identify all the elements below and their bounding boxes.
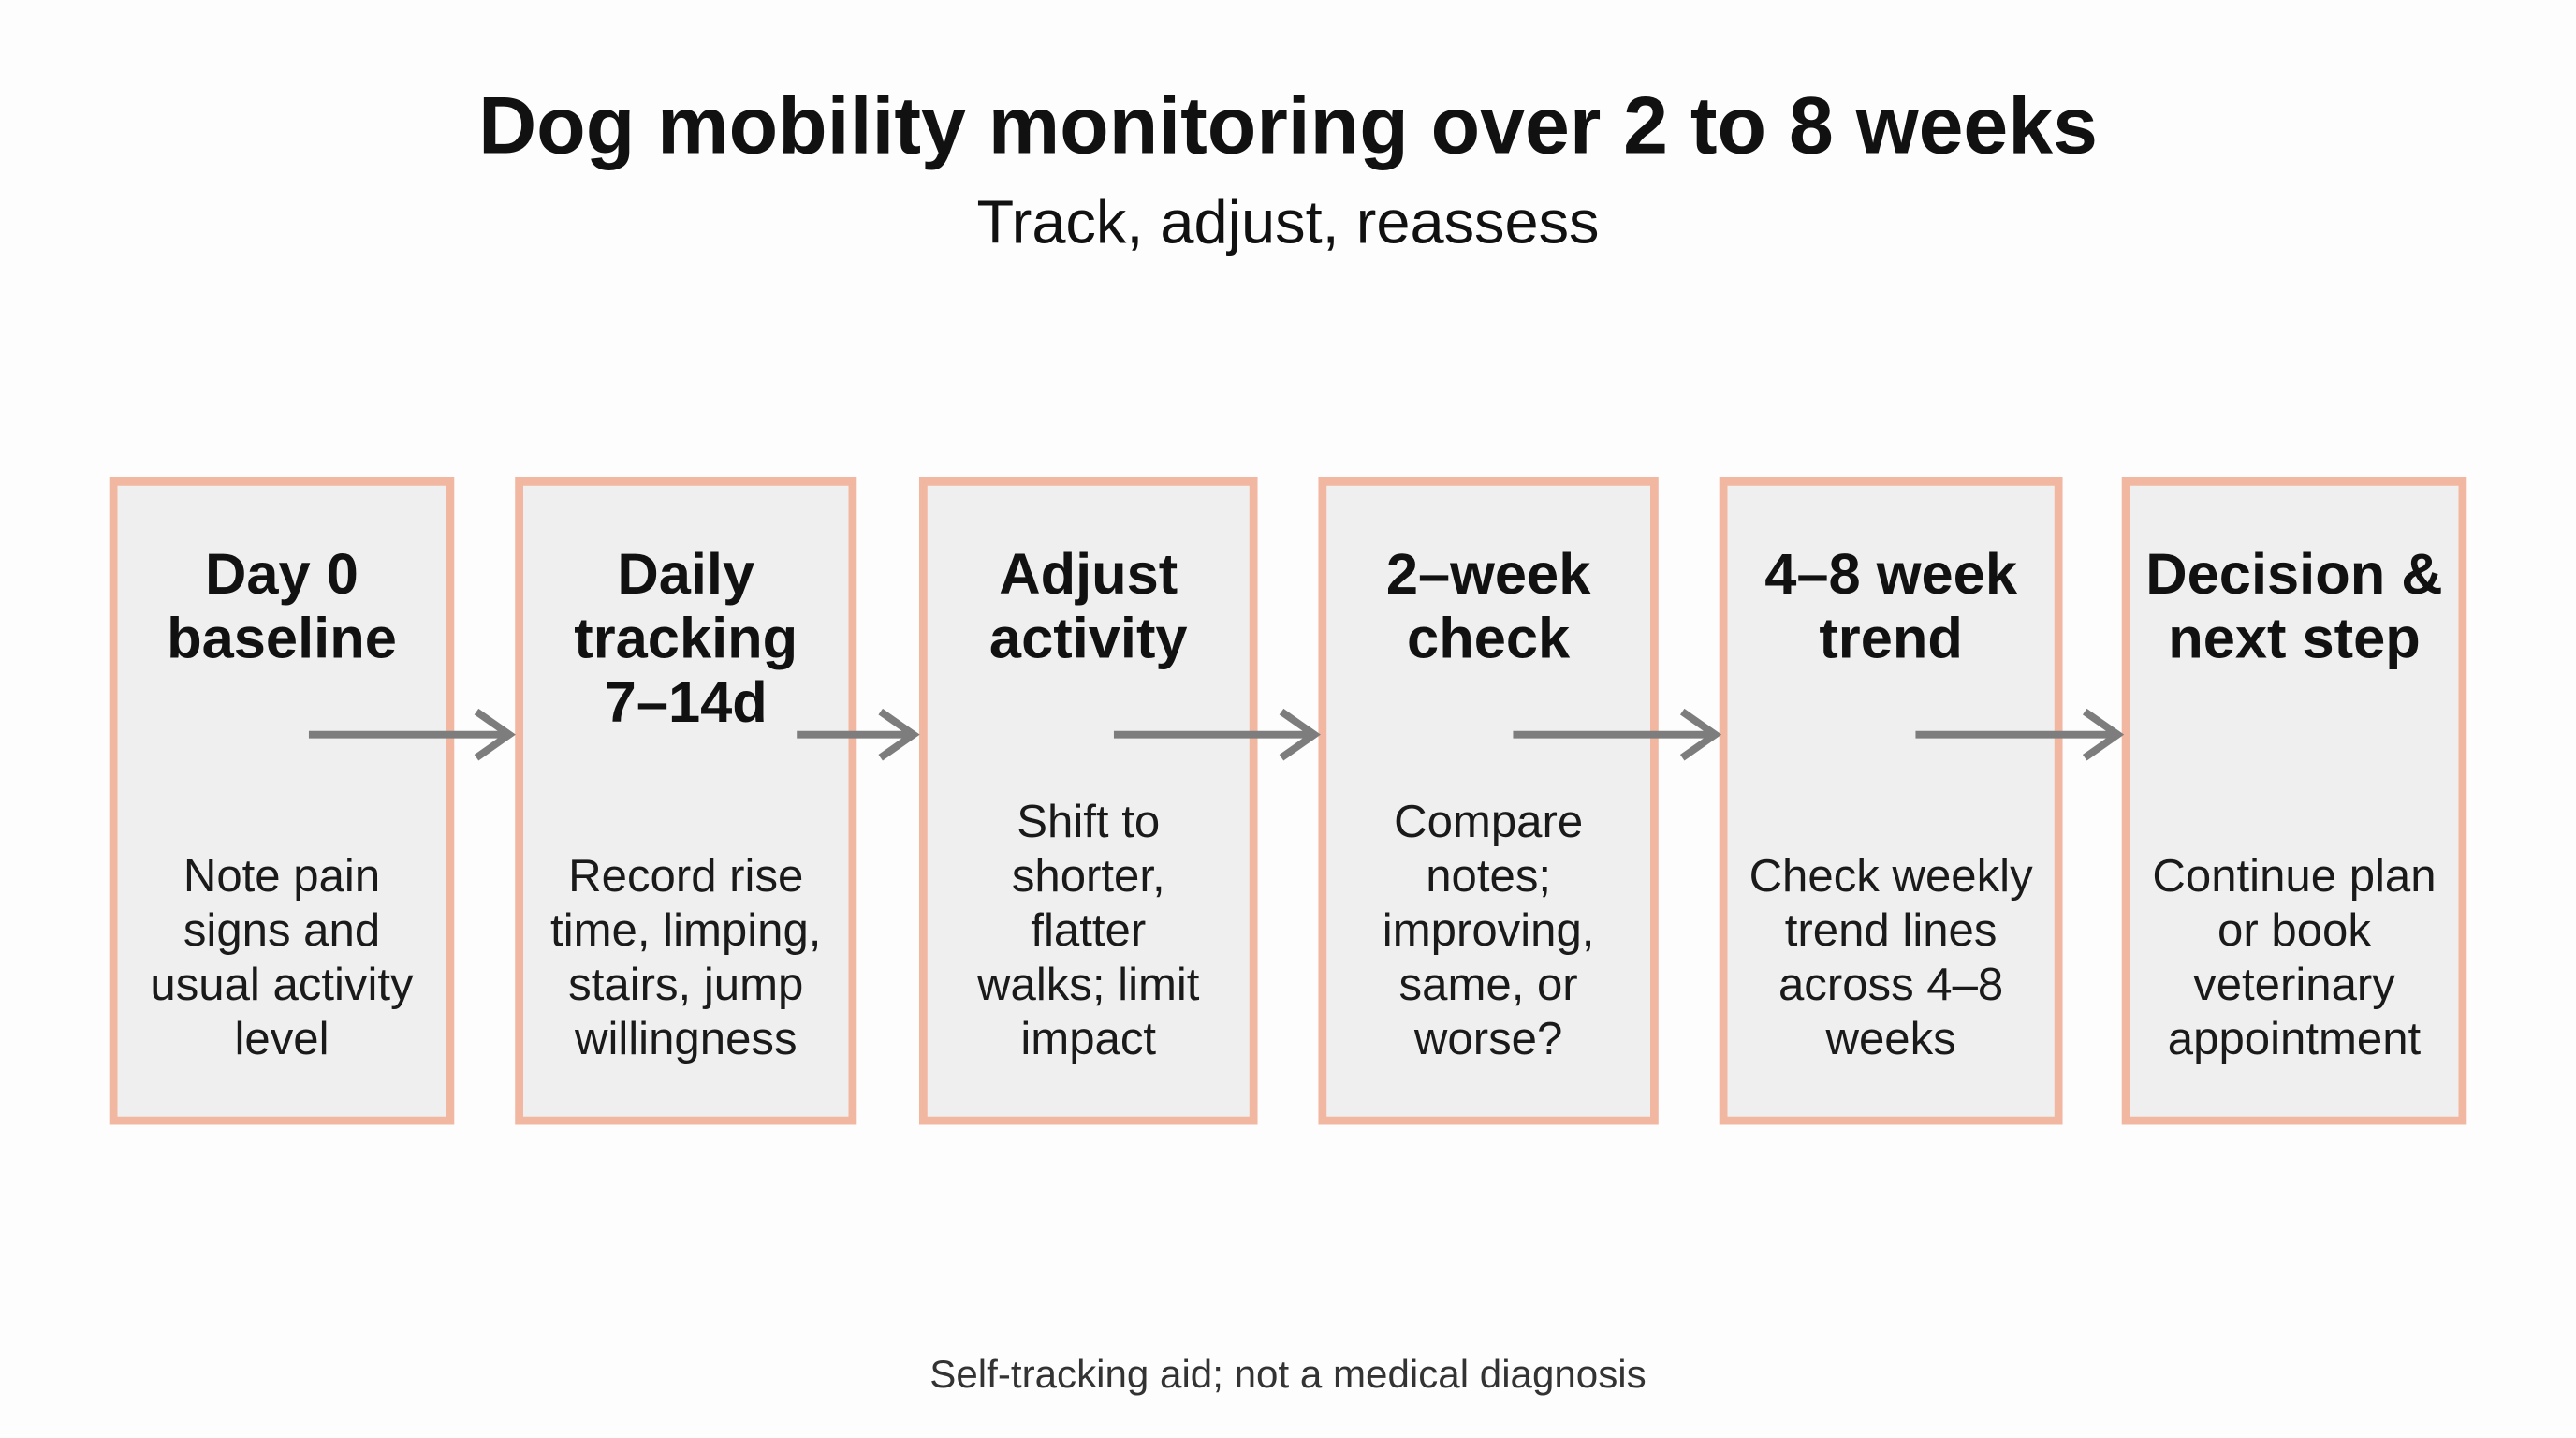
step-description: same, or bbox=[1399, 960, 1578, 1010]
step-description: Shift to bbox=[1017, 797, 1160, 847]
step-description: worse? bbox=[1413, 1014, 1562, 1064]
arrow bbox=[308, 708, 516, 761]
step-description: signs and bbox=[183, 905, 380, 956]
step-description: veterinary bbox=[2193, 960, 2395, 1010]
step-box bbox=[1719, 477, 2063, 1125]
step-description: usual activity bbox=[150, 960, 414, 1010]
step-description: walks; limit bbox=[976, 960, 1200, 1010]
step-title: 4–8 week bbox=[1764, 542, 2018, 607]
step-description: weeks bbox=[1824, 1014, 1955, 1064]
step-title: Adjust bbox=[999, 542, 1178, 607]
step-description: or book bbox=[2217, 905, 2371, 956]
step-box bbox=[918, 477, 1258, 1125]
subtitle: Track, adjust, reassess bbox=[976, 188, 1599, 257]
step-title: Decision & bbox=[2145, 542, 2442, 607]
title: Dog mobility monitoring over 2 to 8 week… bbox=[478, 81, 2098, 170]
step-title: tracking bbox=[574, 607, 798, 671]
step-description: level bbox=[234, 1014, 329, 1064]
step-description: trend lines bbox=[1785, 905, 1998, 956]
step-description: Continue plan bbox=[2152, 851, 2436, 902]
step-description: improving, bbox=[1383, 905, 1595, 956]
step-title: 2–week bbox=[1386, 542, 1591, 607]
step-title: baseline bbox=[167, 607, 397, 671]
step-box bbox=[1318, 477, 1659, 1125]
step-description: time, limping, bbox=[550, 905, 821, 956]
step-description: Record rise bbox=[568, 851, 803, 902]
step-title: Daily bbox=[617, 542, 754, 607]
step-description: Check weekly bbox=[1749, 851, 2033, 902]
step-box bbox=[109, 477, 455, 1125]
step-description: Note pain bbox=[183, 851, 380, 902]
footnote: Self-tracking aid; not a medical diagnos… bbox=[929, 1352, 1646, 1396]
step-description: impact bbox=[1020, 1014, 1156, 1064]
arrow bbox=[1915, 708, 2125, 761]
arrow bbox=[1513, 708, 1722, 761]
arrow bbox=[1113, 708, 1321, 761]
step-description: stairs, jump bbox=[568, 960, 803, 1010]
step-description: appointment bbox=[2168, 1014, 2422, 1064]
arrow bbox=[797, 708, 920, 761]
step-title: activity bbox=[989, 607, 1188, 671]
step-description: across 4–8 bbox=[1778, 960, 2003, 1010]
step-title: check bbox=[1407, 607, 1571, 671]
step-title: next step bbox=[2168, 607, 2421, 671]
step-description: shorter, bbox=[1012, 851, 1165, 902]
step-title: 7–14d bbox=[605, 670, 768, 735]
arrows bbox=[308, 708, 2125, 761]
step-description: notes; bbox=[1426, 851, 1551, 902]
step-description: flatter bbox=[1031, 905, 1146, 956]
step-description: willingness bbox=[574, 1014, 798, 1064]
step-box bbox=[515, 477, 857, 1125]
step-title: trend bbox=[1819, 607, 1963, 671]
step-title: Day 0 bbox=[205, 542, 359, 607]
step-box bbox=[2121, 477, 2467, 1125]
step-description: Compare bbox=[1394, 797, 1583, 847]
